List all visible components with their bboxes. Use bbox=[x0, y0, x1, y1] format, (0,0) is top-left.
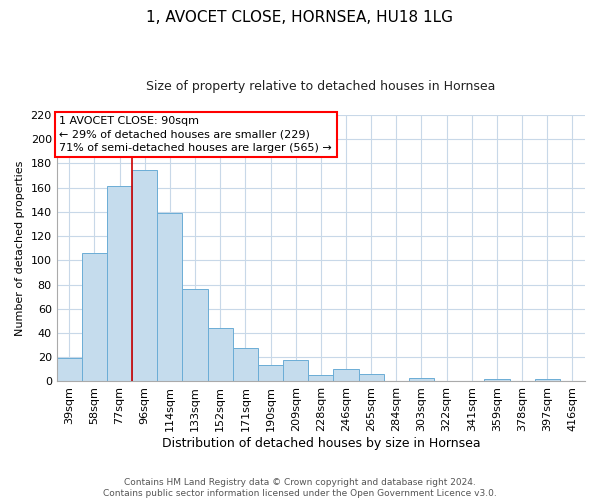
Text: 1, AVOCET CLOSE, HORNSEA, HU18 1LG: 1, AVOCET CLOSE, HORNSEA, HU18 1LG bbox=[146, 10, 454, 25]
Text: Contains HM Land Registry data © Crown copyright and database right 2024.
Contai: Contains HM Land Registry data © Crown c… bbox=[103, 478, 497, 498]
Bar bbox=[258, 364, 283, 382]
Bar bbox=[182, 290, 208, 382]
Bar bbox=[535, 379, 560, 382]
Title: Size of property relative to detached houses in Hornsea: Size of property relative to detached ho… bbox=[146, 80, 496, 93]
Bar bbox=[132, 170, 157, 382]
X-axis label: Distribution of detached houses by size in Hornsea: Distribution of detached houses by size … bbox=[161, 437, 480, 450]
Text: 1 AVOCET CLOSE: 90sqm
← 29% of detached houses are smaller (229)
71% of semi-det: 1 AVOCET CLOSE: 90sqm ← 29% of detached … bbox=[59, 116, 332, 152]
Bar bbox=[359, 374, 384, 382]
Bar bbox=[208, 328, 233, 382]
Bar bbox=[157, 213, 182, 382]
Bar bbox=[308, 376, 334, 382]
Bar bbox=[107, 186, 132, 382]
Bar bbox=[233, 348, 258, 382]
Y-axis label: Number of detached properties: Number of detached properties bbox=[15, 160, 25, 336]
Bar bbox=[334, 370, 359, 382]
Bar bbox=[484, 379, 509, 382]
Bar bbox=[56, 358, 82, 382]
Bar bbox=[409, 378, 434, 382]
Bar bbox=[283, 360, 308, 382]
Bar bbox=[82, 253, 107, 382]
